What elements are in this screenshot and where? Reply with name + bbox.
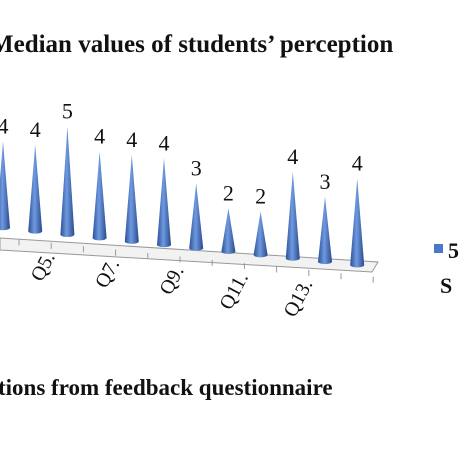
cone <box>92 151 107 241</box>
cone <box>350 178 365 268</box>
data-label: 3 <box>320 169 331 194</box>
data-label: 4 <box>30 117 41 142</box>
cone <box>285 171 300 261</box>
cone <box>124 154 139 244</box>
data-label: 4 <box>352 151 363 176</box>
cone <box>0 141 10 231</box>
legend-swatch <box>434 244 443 253</box>
cone <box>189 183 204 251</box>
data-label: 4 <box>0 113 9 138</box>
x-tick-label: Q7. <box>91 255 124 291</box>
floor <box>0 237 379 273</box>
cone <box>318 196 332 265</box>
x-axis-label: tions from feedback questionnaire <box>0 375 333 400</box>
legend-text: S <box>440 273 452 298</box>
x-tick-label: Q5. <box>27 249 60 285</box>
cone <box>157 158 171 248</box>
x-tick-label: Q11. <box>215 269 253 314</box>
data-label: 4 <box>94 124 105 149</box>
data-label: 2 <box>223 180 234 205</box>
x-tick-label: Q9. <box>155 262 188 298</box>
data-label: 4 <box>287 144 298 169</box>
cone <box>253 211 268 258</box>
legend-text: 5 <box>448 238 459 263</box>
cone <box>28 144 43 234</box>
data-label: 3 <box>191 155 202 180</box>
data-label: 4 <box>126 127 137 152</box>
data-label: 4 <box>159 130 170 155</box>
cone <box>221 208 236 254</box>
data-label: 2 <box>255 184 266 209</box>
cone <box>60 126 75 238</box>
x-tick-label: Q13. <box>279 276 317 321</box>
data-label: 5 <box>62 99 73 124</box>
chart-title: Median values of students’ perception <box>0 31 393 58</box>
